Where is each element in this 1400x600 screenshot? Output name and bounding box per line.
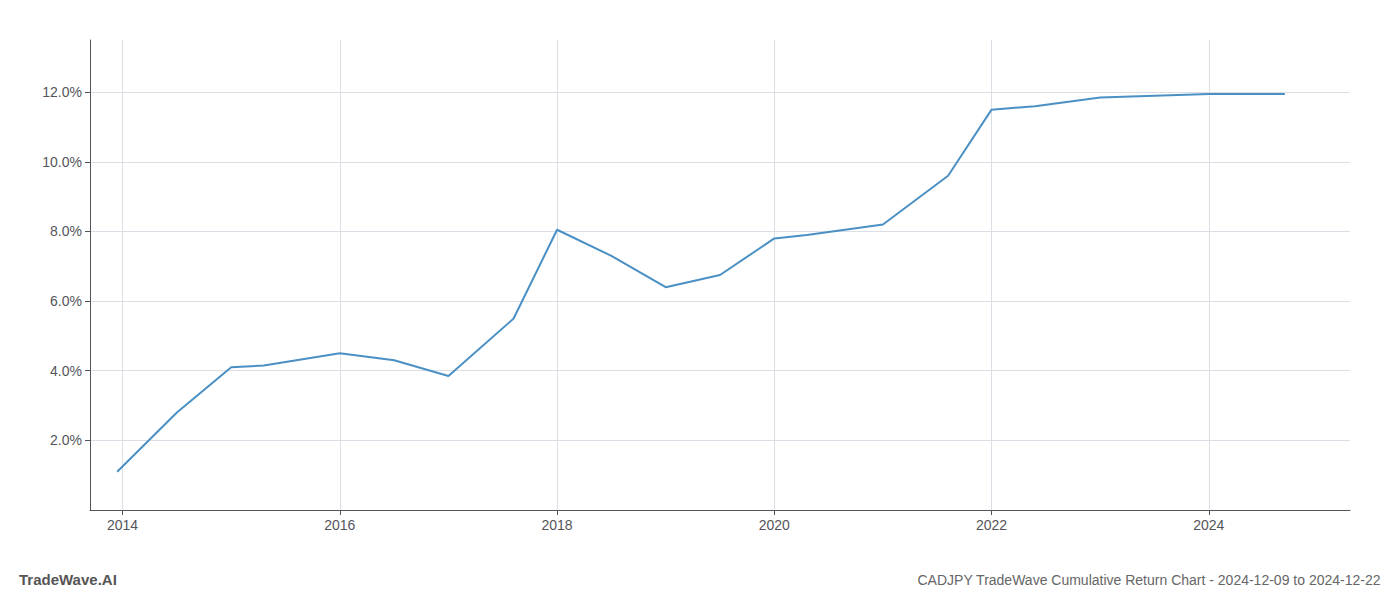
svg-text:2022: 2022 — [976, 517, 1007, 533]
svg-text:CADJPY TradeWave Cumulative Re: CADJPY TradeWave Cumulative Return Chart… — [917, 572, 1380, 588]
svg-text:4.0%: 4.0% — [50, 363, 82, 379]
svg-text:6.0%: 6.0% — [50, 293, 82, 309]
svg-text:10.0%: 10.0% — [42, 154, 82, 170]
svg-text:TradeWave.AI: TradeWave.AI — [19, 571, 117, 588]
svg-text:2014: 2014 — [107, 517, 138, 533]
svg-text:2016: 2016 — [324, 517, 355, 533]
svg-text:12.0%: 12.0% — [42, 84, 82, 100]
svg-text:2018: 2018 — [541, 517, 572, 533]
svg-text:2.0%: 2.0% — [50, 432, 82, 448]
svg-text:8.0%: 8.0% — [50, 223, 82, 239]
svg-text:2020: 2020 — [759, 517, 790, 533]
svg-text:2024: 2024 — [1193, 517, 1224, 533]
